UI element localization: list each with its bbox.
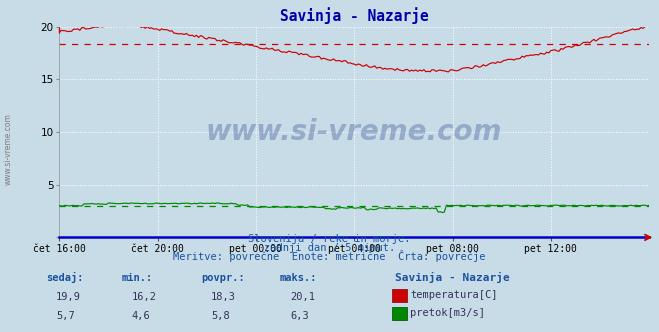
Text: povpr.:: povpr.:	[201, 273, 244, 283]
Text: Slovenija / reke in morje.: Slovenija / reke in morje.	[248, 234, 411, 244]
Text: 19,9: 19,9	[56, 292, 81, 302]
Text: maks.:: maks.:	[280, 273, 318, 283]
Text: temperatura[C]: temperatura[C]	[410, 290, 498, 300]
Text: pretok[m3/s]: pretok[m3/s]	[410, 308, 485, 318]
Text: 20,1: 20,1	[290, 292, 315, 302]
Text: www.si-vreme.com: www.si-vreme.com	[4, 114, 13, 185]
Text: min.:: min.:	[122, 273, 153, 283]
Text: 5,7: 5,7	[56, 311, 74, 321]
Text: 6,3: 6,3	[290, 311, 308, 321]
Text: 4,6: 4,6	[132, 311, 150, 321]
Text: sedaj:: sedaj:	[46, 272, 84, 283]
Text: zadnji dan / 5 minut.: zadnji dan / 5 minut.	[264, 243, 395, 253]
Text: Meritve: povrečne  Enote: metrične  Črta: povrečje: Meritve: povrečne Enote: metrične Črta: …	[173, 250, 486, 262]
Title: Savinja - Nazarje: Savinja - Nazarje	[280, 7, 428, 24]
Text: 5,8: 5,8	[211, 311, 229, 321]
Text: Savinja - Nazarje: Savinja - Nazarje	[395, 272, 510, 283]
Text: 18,3: 18,3	[211, 292, 236, 302]
Text: 16,2: 16,2	[132, 292, 157, 302]
Text: www.si-vreme.com: www.si-vreme.com	[206, 118, 502, 146]
